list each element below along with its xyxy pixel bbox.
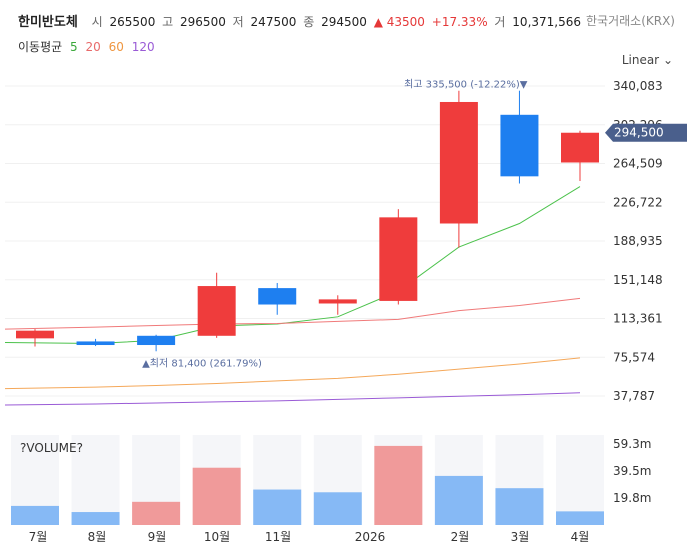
open-value: 265500 [109, 15, 156, 29]
volume-bar[interactable] [434, 475, 483, 525]
x-tick-label: 2026 [355, 530, 386, 544]
volume-bar[interactable] [11, 505, 59, 525]
x-tick-label: 7월 [29, 530, 48, 544]
x-tick-label: 4월 [571, 530, 590, 544]
candle-body[interactable] [379, 217, 418, 301]
current-price-label: 294,500 [614, 126, 664, 140]
candle-body[interactable] [76, 341, 115, 346]
x-tick-label: 11월 [265, 530, 291, 544]
change-value: 43500 [386, 15, 425, 29]
ma5-line [4, 186, 581, 344]
candle-body[interactable] [16, 330, 54, 339]
y-tick-label: 113,361 [613, 312, 663, 326]
ma-legend-120[interactable]: 120 [131, 40, 155, 54]
high-label: 고 [162, 15, 174, 29]
volume-value: 10,371,566 [512, 15, 582, 29]
candle-body[interactable] [258, 288, 297, 305]
volume-label: 거 [494, 15, 506, 29]
ma-legend-label: 이동평균 [18, 40, 63, 54]
candle-body[interactable] [137, 335, 176, 346]
volume-bar[interactable] [313, 492, 362, 525]
chevron-down-icon: ⌄ [662, 53, 673, 67]
volume-bar[interactable] [71, 512, 120, 525]
x-tick-label: 8월 [88, 530, 107, 544]
low-label: 저 [232, 15, 244, 29]
x-tick-label: 10월 [204, 530, 230, 544]
ma-legend: 이동평균 5 20 60 120 [18, 38, 159, 55]
volume-tick-label: 59.3m [613, 437, 651, 451]
high-marker-label: 최고 335,500 (-12.22%)▼ [404, 79, 528, 91]
volume-bar[interactable] [495, 488, 544, 525]
y-tick-label: 226,722 [613, 195, 663, 209]
volume-bar[interactable] [132, 501, 181, 525]
y-tick-label: 37,787 [613, 389, 655, 403]
candle-body[interactable] [561, 132, 599, 163]
x-tick-label: 3월 [511, 530, 530, 544]
x-tick-label: 2월 [451, 530, 470, 544]
ma20-line [4, 297, 581, 330]
current-price-tag [605, 123, 687, 142]
high-value: 296500 [180, 15, 226, 29]
y-tick-label: 151,148 [613, 273, 663, 287]
candle-body[interactable] [439, 101, 478, 224]
market-name: 한국거래소(KRX) [586, 14, 675, 28]
scale-mode-label: Linear [621, 53, 660, 67]
low-marker-label: ▲최저 81,400 (261.79%) [142, 357, 262, 369]
open-label: 시 [91, 15, 103, 29]
quote-header: 한미반도체 시 265500 고 296500 저 247500 종 29450… [18, 11, 584, 30]
change-arrow-icon: ▲ [373, 15, 383, 29]
change-percent: +17.33% [431, 15, 488, 29]
ma120-line [4, 392, 581, 406]
candle-body[interactable] [318, 299, 357, 304]
scale-mode-dropdown[interactable]: Linear ⌄ [622, 53, 673, 67]
candle-body[interactable] [500, 114, 539, 177]
volume-tick-label: 19.8m [613, 491, 651, 505]
volume-column-bg [71, 435, 120, 525]
ma60-line [4, 357, 581, 390]
volume-bar[interactable] [253, 489, 302, 525]
volume-tick-label: 39.5m [613, 464, 651, 478]
y-tick-label: 264,509 [613, 157, 663, 171]
close-value: 294500 [321, 15, 367, 29]
volume-bar[interactable] [192, 467, 241, 525]
low-value: 247500 [250, 15, 297, 29]
y-tick-label: 75,574 [613, 350, 655, 364]
stock-name: 한미반도체 [18, 15, 78, 30]
volume-title: ?VOLUME? [20, 441, 83, 455]
candle-body[interactable] [197, 286, 236, 336]
y-tick-label: 188,935 [613, 234, 663, 248]
volume-bar[interactable] [374, 445, 423, 525]
ma-legend-60[interactable]: 60 [108, 40, 124, 54]
ma-legend-20[interactable]: 20 [85, 40, 101, 54]
x-tick-label: 9월 [148, 530, 167, 544]
volume-bar[interactable] [556, 511, 604, 525]
close-label: 종 [303, 15, 315, 29]
volume-column-bg [556, 435, 604, 525]
ma-legend-5[interactable]: 5 [70, 40, 78, 54]
y-tick-label: 340,083 [613, 79, 663, 93]
